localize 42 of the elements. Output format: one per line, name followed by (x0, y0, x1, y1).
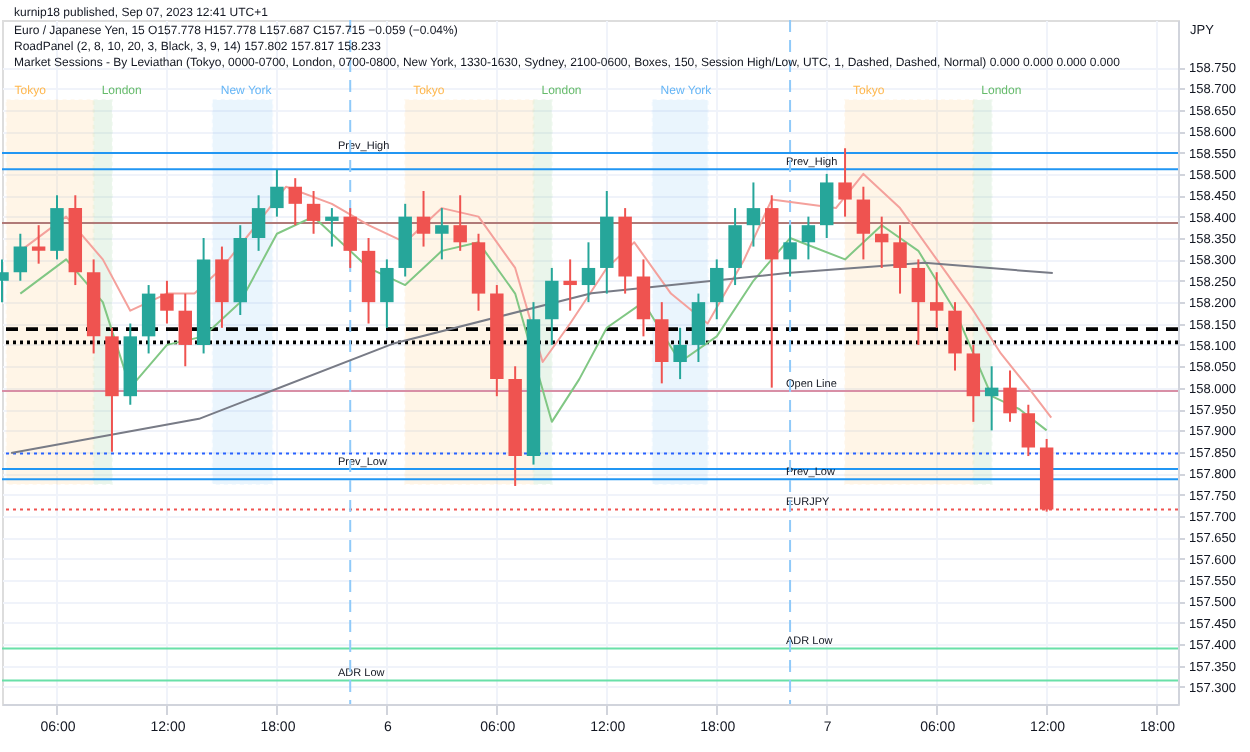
candlestick (563, 258, 577, 312)
candlestick (31, 224, 46, 265)
candlestick (416, 190, 431, 248)
candlestick (728, 207, 742, 287)
candlestick (966, 343, 981, 423)
candlestick (270, 168, 284, 218)
candlestick (948, 301, 962, 372)
candlestick (929, 271, 944, 329)
candlestick (874, 215, 889, 269)
candlestick (288, 177, 302, 227)
candlestick (783, 224, 797, 278)
line-series (10, 261, 1054, 455)
candlestick (655, 301, 669, 385)
candlestick (820, 172, 834, 240)
candlestick (636, 258, 651, 338)
candlestick (435, 207, 449, 261)
candlestick (325, 207, 339, 248)
candlestick (838, 147, 852, 218)
candlestick (178, 292, 192, 368)
candlestick (160, 279, 174, 325)
candlestick (746, 181, 761, 248)
candlestick (673, 326, 687, 381)
candlestick (710, 258, 724, 321)
candlestick (911, 258, 926, 346)
candlestick (380, 258, 394, 329)
candlestick (545, 266, 559, 346)
candlestick (453, 194, 467, 252)
candlestick (13, 232, 28, 282)
candlestick (141, 284, 156, 355)
candlestick (1003, 369, 1017, 423)
candlestick (343, 207, 357, 269)
candlestick (581, 241, 596, 304)
candlestick (984, 365, 999, 432)
candlestick (215, 245, 229, 329)
candlestick (1021, 403, 1036, 458)
candlestick (893, 224, 907, 295)
candlestick (691, 292, 706, 363)
candlestick (251, 194, 266, 252)
candlestick (306, 190, 321, 235)
candlestick (50, 194, 64, 261)
candlestick (856, 185, 871, 261)
candlestick (801, 215, 816, 261)
